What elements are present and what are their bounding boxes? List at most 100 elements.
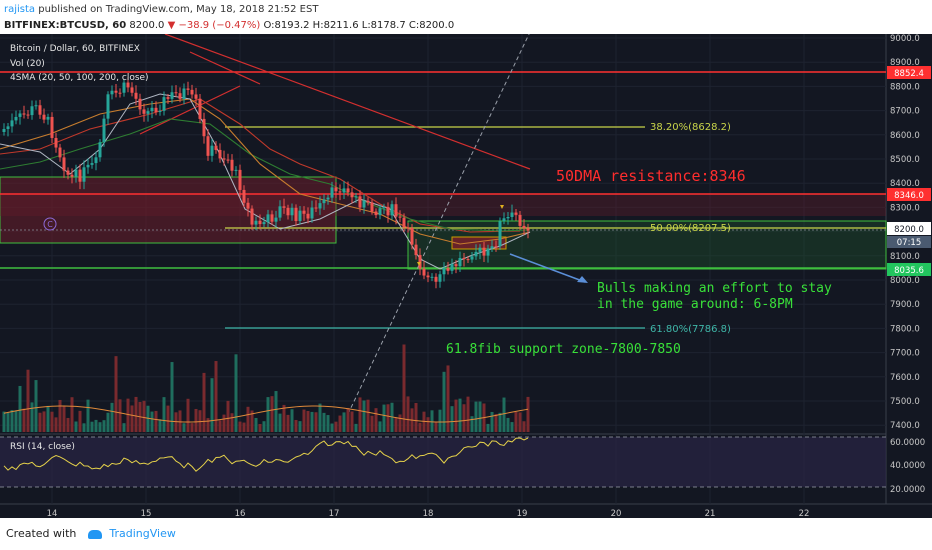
time-axis-tick: 22 [799, 509, 810, 518]
chart-area[interactable]: C Bitcoin / Dollar, 60, BITFINEX Vol (20… [0, 31, 932, 519]
candle-body [282, 206, 286, 208]
price-axis-tick: 7900.0 [890, 300, 920, 310]
bulls-note-line2: in the game around: 6-8PM [597, 297, 793, 312]
time-axis[interactable]: 14 15 16 17 18 19 20 21 22 [47, 509, 810, 519]
price-change: ▼ −38.9 (−0.47%) [167, 20, 261, 31]
volume-bar [22, 408, 26, 432]
candle-body [338, 191, 342, 193]
red-cross-line [139, 85, 241, 135]
candle-body [274, 217, 278, 222]
ohlc-values: O:8193.2 H:8211.6 L:8178.7 C:8200.0 [263, 20, 455, 31]
vol-indicator-label[interactable]: Vol (20) [10, 59, 45, 69]
volume-bar [114, 356, 118, 432]
candle-body [114, 90, 118, 93]
price-axis-tick: 8100.0 [890, 252, 920, 262]
symbol-header: BITFINEX:BTCUSD, 60 8200.0 ▼ −38.9 (−0.4… [0, 17, 932, 34]
volume-bar [78, 410, 82, 432]
candle-body [350, 192, 354, 198]
sma-200 [0, 98, 521, 233]
volume-bar [74, 421, 78, 432]
volume-ma-line [3, 405, 529, 423]
resistance-band [0, 194, 886, 216]
candle-body [42, 114, 46, 120]
candle-body [446, 268, 450, 271]
volume-bar [438, 409, 442, 432]
countdown-tag-text: 07:15 [897, 238, 922, 248]
candle-body [14, 116, 18, 121]
rsi-axis-tick: 40.0000 [890, 461, 925, 471]
volume-bar [30, 402, 34, 432]
volume-bar [206, 418, 210, 432]
candle-body [246, 202, 250, 209]
volume-bar [66, 417, 70, 432]
candle-body [218, 149, 222, 159]
candle-body [26, 114, 30, 116]
price-tag-8346-text: 8346.0 [894, 191, 924, 201]
candle-body [270, 214, 274, 222]
candle-body [482, 247, 486, 256]
candle-body [330, 187, 334, 198]
candle-body [514, 212, 518, 215]
candle-body [310, 207, 314, 219]
chart-svg[interactable]: C Bitcoin / Dollar, 60, BITFINEX Vol (20… [0, 31, 932, 519]
volume-bar [86, 399, 90, 432]
volume-bar [322, 412, 326, 432]
candle-body [262, 222, 266, 225]
volume-bar [254, 417, 258, 432]
volume-bar [346, 407, 350, 432]
candle-body [6, 126, 10, 130]
volume-bar [262, 421, 266, 432]
volume-bar [146, 405, 150, 432]
uptrend-dashed-line [347, 31, 531, 415]
volume-bar [250, 410, 254, 432]
volume-bar [510, 422, 514, 432]
marker-triangle-1 [500, 205, 504, 209]
time-axis-tick: 14 [47, 509, 58, 518]
candle-body [250, 208, 254, 225]
candle-body [58, 147, 62, 158]
marker-c[interactable] [43, 217, 57, 231]
candle-body [434, 276, 438, 282]
price-axis-tick: 8600.0 [890, 131, 920, 141]
candle-body [22, 113, 26, 115]
symbol-label: BITFINEX:BTCUSD, 60 [4, 20, 127, 31]
candle-body [18, 113, 22, 117]
volume-bar [454, 399, 458, 432]
candle-body [30, 106, 34, 116]
candle-body [254, 220, 258, 225]
candle-body [130, 87, 134, 93]
volume-bar [222, 414, 226, 432]
candle-body [302, 210, 306, 214]
candle-body [410, 228, 414, 245]
volume-bar [430, 410, 434, 432]
candle-body [386, 206, 390, 216]
sma-indicator-label[interactable]: 4SMA (20, 50, 100, 200, close) [10, 73, 149, 83]
candle-body [86, 164, 90, 168]
volume-bar [82, 423, 86, 432]
author-link[interactable]: rajista [4, 4, 36, 15]
volume-bar [242, 422, 246, 432]
candle-body [442, 268, 446, 275]
candle-body [450, 264, 454, 271]
publish-header: rajista published on TradingView.com, Ma… [0, 0, 932, 19]
candles-group [2, 77, 530, 289]
candle-body [90, 163, 94, 165]
volume-bar [406, 396, 410, 432]
rsi-indicator-label[interactable]: RSI (14, close) [10, 442, 75, 452]
candle-body [142, 109, 146, 114]
candle-body [78, 169, 82, 182]
volume-bar [34, 380, 38, 432]
volume-bar [290, 409, 294, 432]
tradingview-brand-link[interactable]: TradingView [109, 527, 176, 540]
volume-bar [318, 403, 322, 432]
candle-body [266, 214, 270, 223]
candle-body [286, 207, 290, 216]
time-axis-tick: 19 [517, 509, 528, 518]
candle-body [294, 207, 298, 222]
candle-body [526, 228, 530, 231]
annotation-arrow [509, 253, 586, 283]
price-axis[interactable]: 9000.0 8900.0 8800.0 8700.0 8600.0 8500.0 8400… [890, 34, 920, 431]
candle-body [162, 97, 166, 111]
time-axis-tick: 21 [705, 509, 716, 518]
